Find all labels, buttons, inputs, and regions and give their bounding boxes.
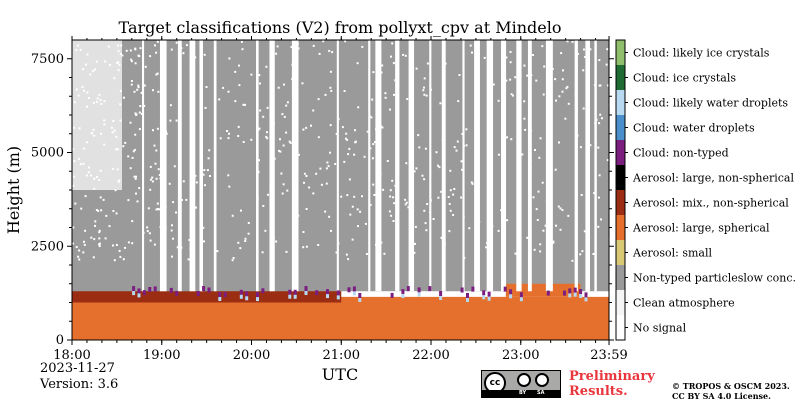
cc-by-text: BY [519, 390, 527, 396]
legend-label: Non-typed particleslow conc. [633, 272, 796, 285]
share-alike-icon [535, 373, 549, 387]
y-tick-label: 2500 [31, 239, 64, 254]
y-axis-label: Height (m) [4, 146, 23, 234]
x-tick-label: 23:00 [502, 348, 539, 363]
legend-label: Aerosol: small [632, 247, 712, 260]
preliminary-line1: Preliminary [569, 369, 655, 384]
copyright-line2: CC BY SA 4.0 License. [672, 391, 771, 401]
y-tick-label: 0 [56, 333, 64, 348]
legend-frame [615, 39, 626, 341]
legend-label: Clean atmosphere [633, 297, 735, 310]
badge-bar [482, 390, 560, 397]
plot-area [72, 40, 609, 340]
legend-swatch [616, 90, 625, 115]
legend-label: Aerosol: large, non-spherical [632, 172, 794, 185]
x-tick-label: 20:00 [233, 348, 270, 363]
x-axis: 18:00 19:00 20:00 21:00 22:00 23:00 23:59 [53, 36, 628, 363]
y-tick-label: 7500 [31, 52, 64, 67]
legend-label: Cloud: likely water droplets [633, 97, 788, 110]
chart-title: Target classifications (V2) from pollyxt… [119, 18, 562, 37]
person-icon [517, 373, 531, 387]
y-axis: 0 2500 5000 7500 [31, 52, 614, 348]
legend-label: No signal [633, 322, 687, 335]
legend-swatch [616, 290, 625, 315]
legend-swatch [616, 190, 625, 215]
x-tick-label: 23:59 [590, 348, 627, 363]
cloud-fringe [132, 286, 588, 302]
legend-label: Cloud: non-typed [633, 147, 729, 160]
x-tick-label: 21:00 [323, 348, 360, 363]
legend-swatch [616, 40, 625, 65]
legend-swatch [616, 115, 625, 140]
class-layer [505, 283, 581, 297]
copyright-note: © TROPOS & OSCM 2023. CC BY SA 4.0 Licen… [672, 381, 790, 401]
legend-swatch [616, 215, 625, 240]
legend-swatch [616, 165, 625, 190]
legend-swatch [616, 240, 625, 265]
x-tick-label: 18:00 [53, 348, 90, 363]
legend-label: Cloud: water droplets [633, 122, 755, 135]
copyright-line1: © TROPOS & OSCM 2023. [672, 381, 790, 391]
legend-swatch [616, 65, 625, 90]
legend-label: Cloud: likely ice crystals [633, 47, 770, 60]
preliminary-line2: Results. [569, 384, 628, 399]
cc-sa-text: SA [537, 390, 545, 396]
cc-license-badge: cc BY SA [481, 370, 561, 398]
signal-gaps [142, 40, 597, 292]
legend-label: Cloud: ice crystals [633, 72, 736, 85]
legend-swatch [616, 315, 625, 340]
legend-label: Aerosol: mix., non-spherical [632, 197, 789, 210]
preliminary-note: Preliminary Results. [569, 369, 655, 399]
legend: No signal Clean atmosphere Non-typed parti… [615, 39, 796, 341]
x-axis-label: UTC [322, 365, 358, 384]
y-tick-label: 5000 [31, 146, 64, 161]
version-label: Version: 3.6 [40, 377, 119, 392]
class-layer [72, 296, 609, 340]
legend-swatch [616, 265, 625, 290]
legend-swatch [616, 140, 625, 165]
date-label: 2023-11-27 [40, 361, 115, 376]
x-tick-label: 22:00 [412, 348, 449, 363]
x-tick-label: 19:00 [143, 348, 180, 363]
legend-label: Aerosol: large, spherical [632, 222, 770, 235]
